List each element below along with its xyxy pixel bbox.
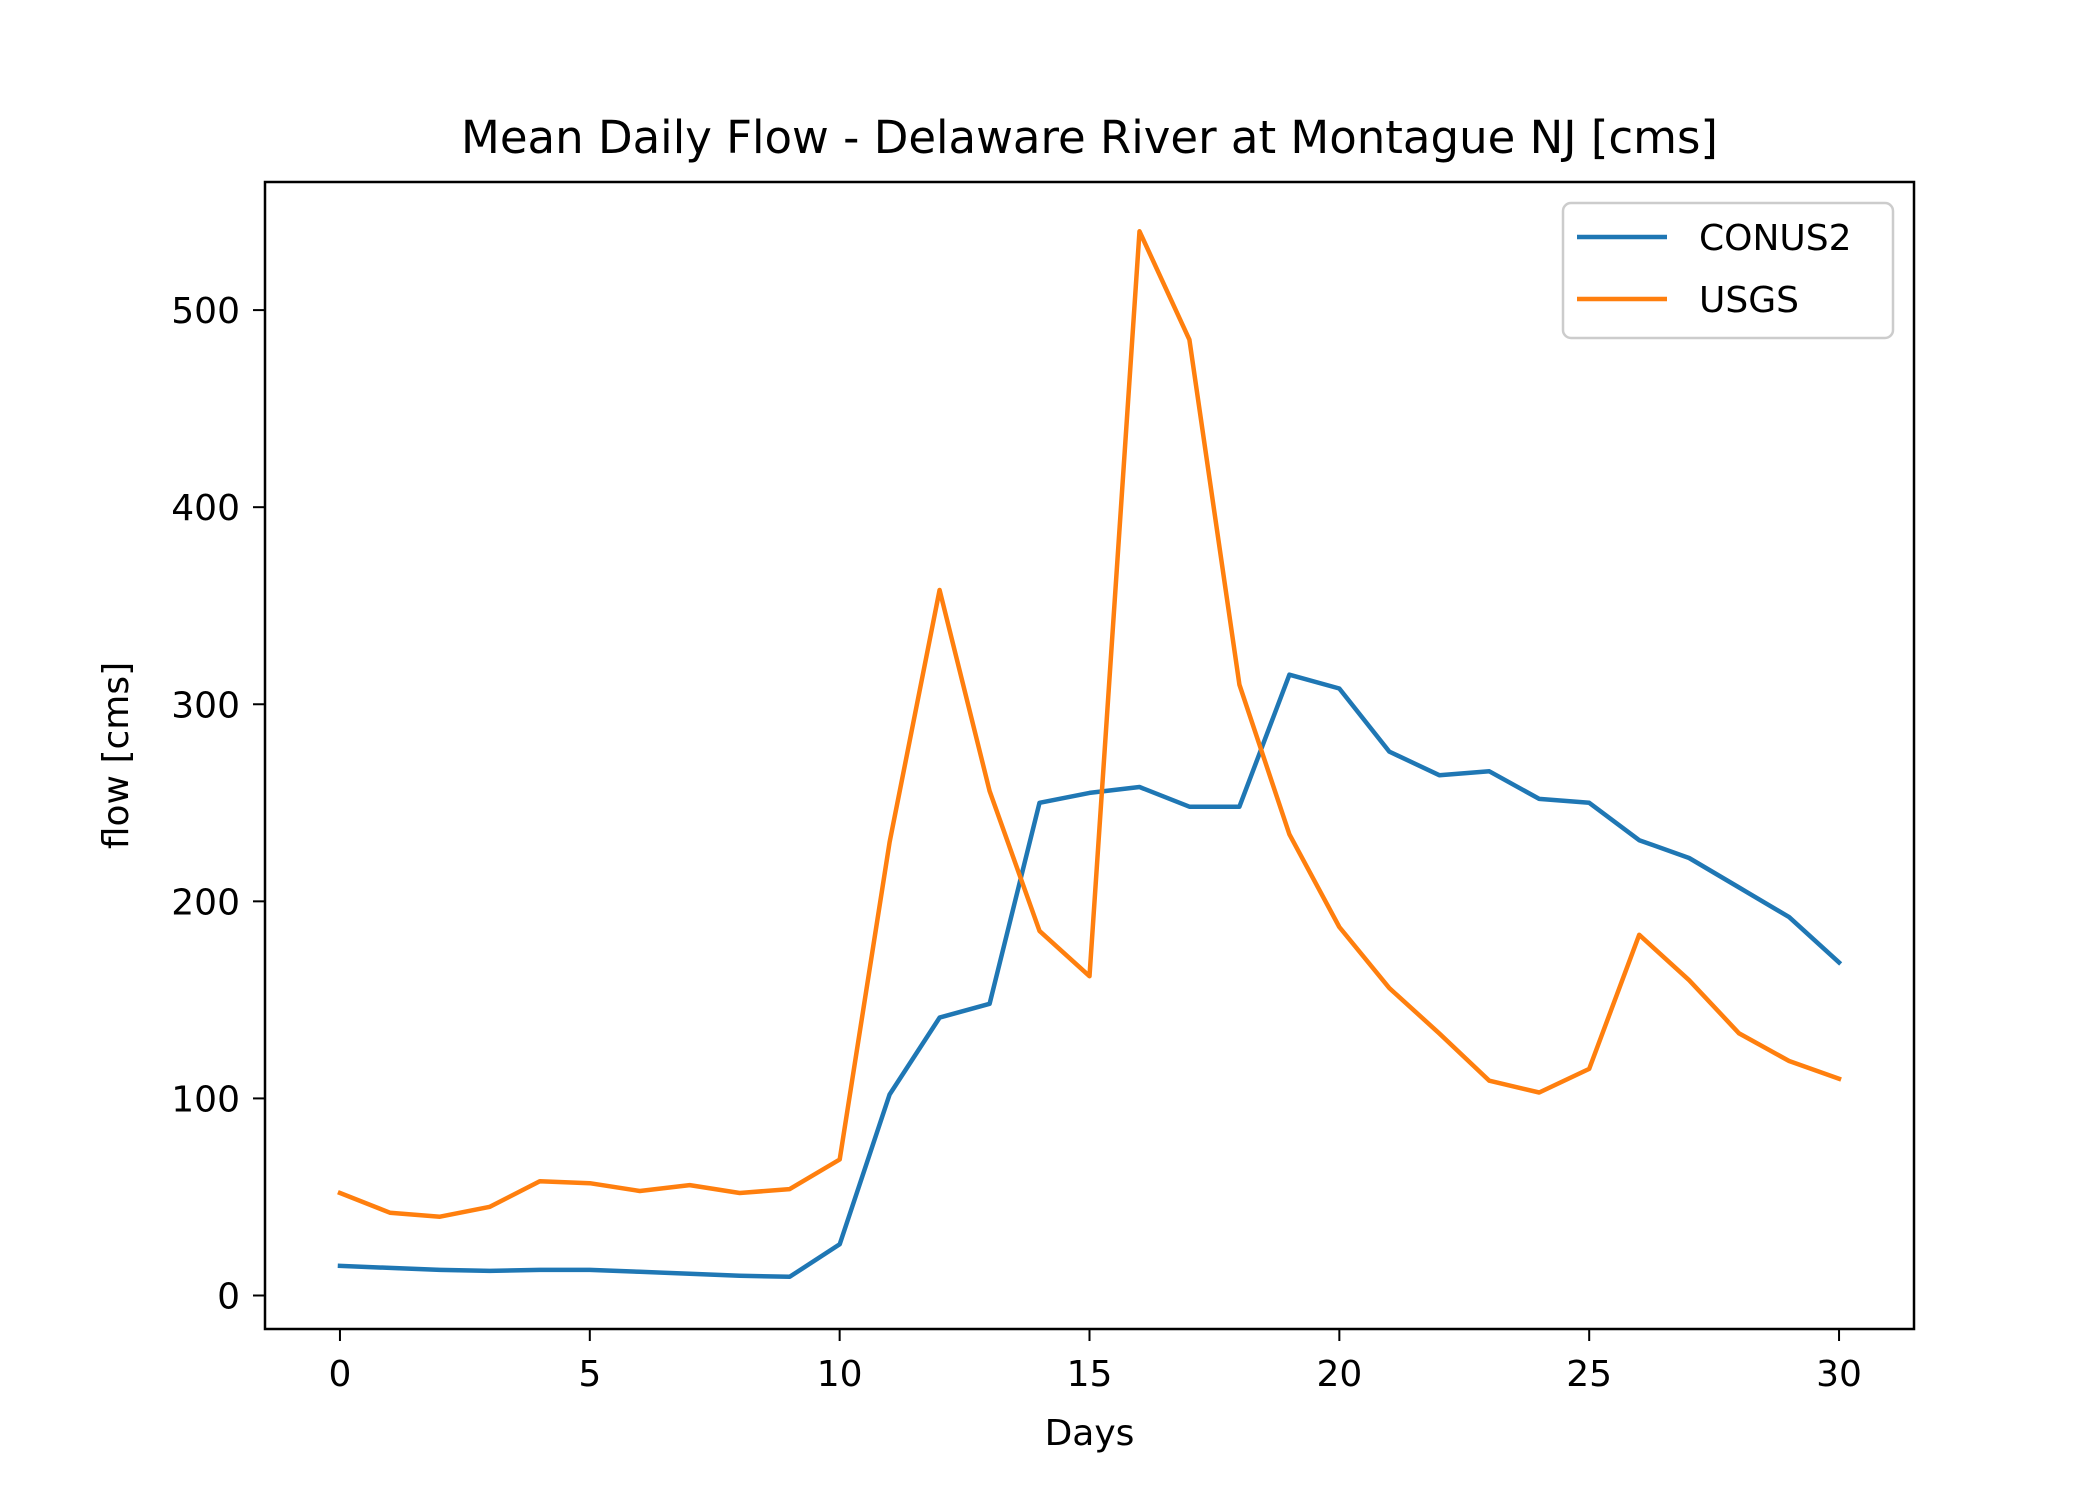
x-tick-label: 10 bbox=[817, 1354, 863, 1395]
x-tick-label: 0 bbox=[329, 1354, 352, 1395]
y-tick-label: 100 bbox=[171, 1079, 240, 1120]
x-tick-label: 20 bbox=[1316, 1354, 1362, 1395]
x-tick-label: 5 bbox=[578, 1354, 601, 1395]
x-tick-label: 15 bbox=[1067, 1354, 1113, 1395]
y-tick-label: 400 bbox=[171, 488, 240, 529]
y-axis: 0 100 200 300 400 500 bbox=[171, 291, 265, 1317]
legend-label: USGS bbox=[1699, 280, 1799, 321]
series-line-usgs bbox=[337, 229, 1842, 1219]
x-tick-label: 25 bbox=[1566, 1354, 1612, 1395]
y-tick-label: 200 bbox=[171, 882, 240, 923]
x-axis: 0 5 10 15 20 25 30 bbox=[329, 1329, 1862, 1395]
chart-title: Mean Daily Flow - Delaware River at Mont… bbox=[461, 111, 1718, 164]
x-axis-label: Days bbox=[1045, 1413, 1135, 1454]
series-layer bbox=[337, 229, 1843, 1280]
legend: CONUS2 USGS bbox=[1561, 201, 1895, 340]
x-tick-label: 30 bbox=[1816, 1354, 1862, 1395]
y-axis-label: flow [cms] bbox=[96, 662, 137, 849]
plot-frame bbox=[263, 180, 1916, 1331]
y-tick-label: 500 bbox=[171, 291, 240, 332]
legend-label: CONUS2 bbox=[1699, 218, 1852, 259]
series-line-conus2 bbox=[337, 672, 1843, 1280]
y-tick-label: 0 bbox=[217, 1276, 240, 1317]
y-tick-label: 300 bbox=[171, 685, 240, 726]
